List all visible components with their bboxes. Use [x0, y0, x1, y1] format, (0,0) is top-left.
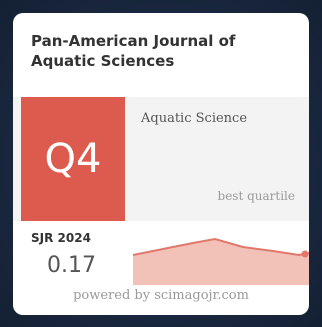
sjr-widget-card[interactable]: Pan-American Journal of Aquatic Sciences…: [13, 13, 309, 315]
powered-by-link[interactable]: powered by scimagojr.com: [73, 288, 249, 303]
sjr-trend-sparkline: [133, 237, 309, 285]
sjr-trend-endpoint: [301, 250, 309, 258]
sjr-trend-line: [133, 237, 309, 257]
sjr-year-label: SJR 2024: [31, 231, 91, 245]
best-quartile-label: best quartile: [217, 189, 295, 203]
sjr-value: 0.17: [47, 253, 96, 278]
journal-title: Pan-American Journal of Aquatic Sciences: [31, 32, 236, 70]
subject-category: Aquatic Science: [141, 111, 248, 126]
sjr-trend-area: [133, 239, 309, 285]
quartile-value: Q4: [44, 136, 102, 182]
quartile-box: [21, 97, 125, 221]
